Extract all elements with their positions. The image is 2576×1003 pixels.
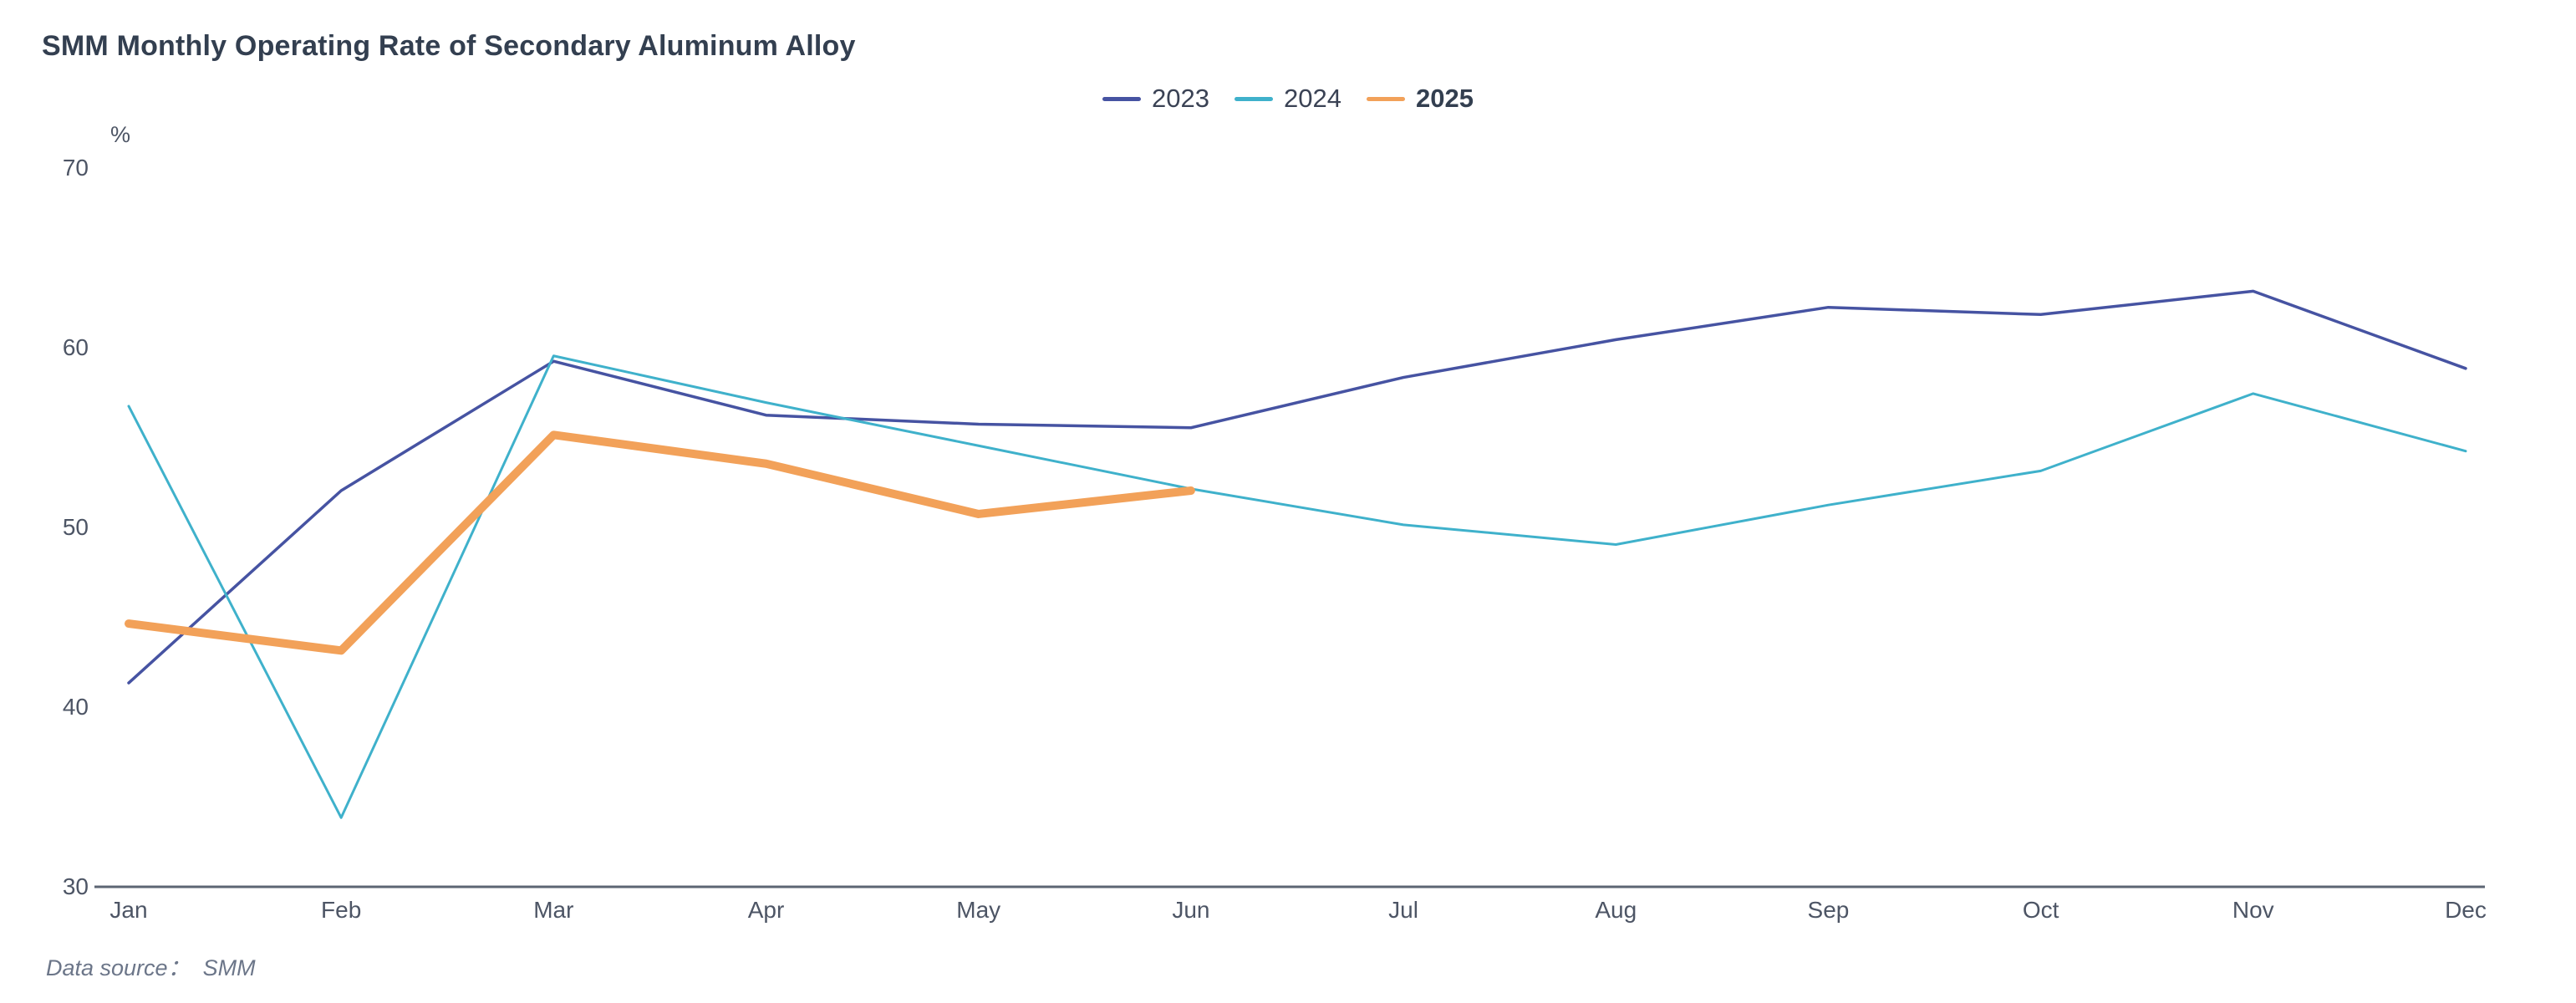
- y-tick-label: 70: [63, 155, 89, 181]
- x-tick-label: Jun: [1172, 897, 1209, 923]
- y-axis-unit-label: %: [110, 122, 130, 147]
- legend-label: 2023: [1152, 84, 1210, 113]
- y-tick-label: 30: [63, 873, 89, 899]
- legend-item-2024[interactable]: 2024: [1235, 84, 1341, 114]
- x-tick-label: May: [956, 897, 1000, 923]
- series-line-2023: [127, 289, 2467, 685]
- x-tick-label: Oct: [2023, 897, 2059, 923]
- y-tick-label: 60: [63, 334, 89, 360]
- chart-title: SMM Monthly Operating Rate of Secondary …: [42, 30, 856, 62]
- x-tick-label: Jul: [1388, 897, 1418, 923]
- y-tick-label: 40: [63, 694, 89, 720]
- legend-item-2023[interactable]: 2023: [1102, 84, 1209, 114]
- legend-line-icon: [1366, 96, 1405, 101]
- series-line-2024: [127, 354, 2467, 819]
- legend-label: 2025: [1415, 84, 1474, 113]
- x-tick-label: Nov: [2232, 897, 2274, 923]
- legend-line-icon: [1102, 96, 1142, 101]
- series-line-2025: [125, 430, 1195, 655]
- legend-item-2025[interactable]: 2025: [1366, 84, 1474, 114]
- x-tick-label: Feb: [321, 897, 361, 923]
- y-tick-label: 50: [63, 514, 89, 540]
- data-source-note: Data source： SMM: [46, 955, 256, 980]
- x-tick-label: Jan: [109, 897, 147, 923]
- legend: 2023 2024 2025: [1102, 84, 1474, 114]
- x-tick-label: Apr: [748, 897, 785, 923]
- x-tick-label: Dec: [2445, 897, 2487, 923]
- x-tick-label: Aug: [1595, 897, 1637, 923]
- x-tick-label: Sep: [1808, 897, 1850, 923]
- x-tick-label: Mar: [533, 897, 573, 923]
- legend-line-icon: [1235, 96, 1274, 101]
- legend-label: 2024: [1284, 84, 1341, 113]
